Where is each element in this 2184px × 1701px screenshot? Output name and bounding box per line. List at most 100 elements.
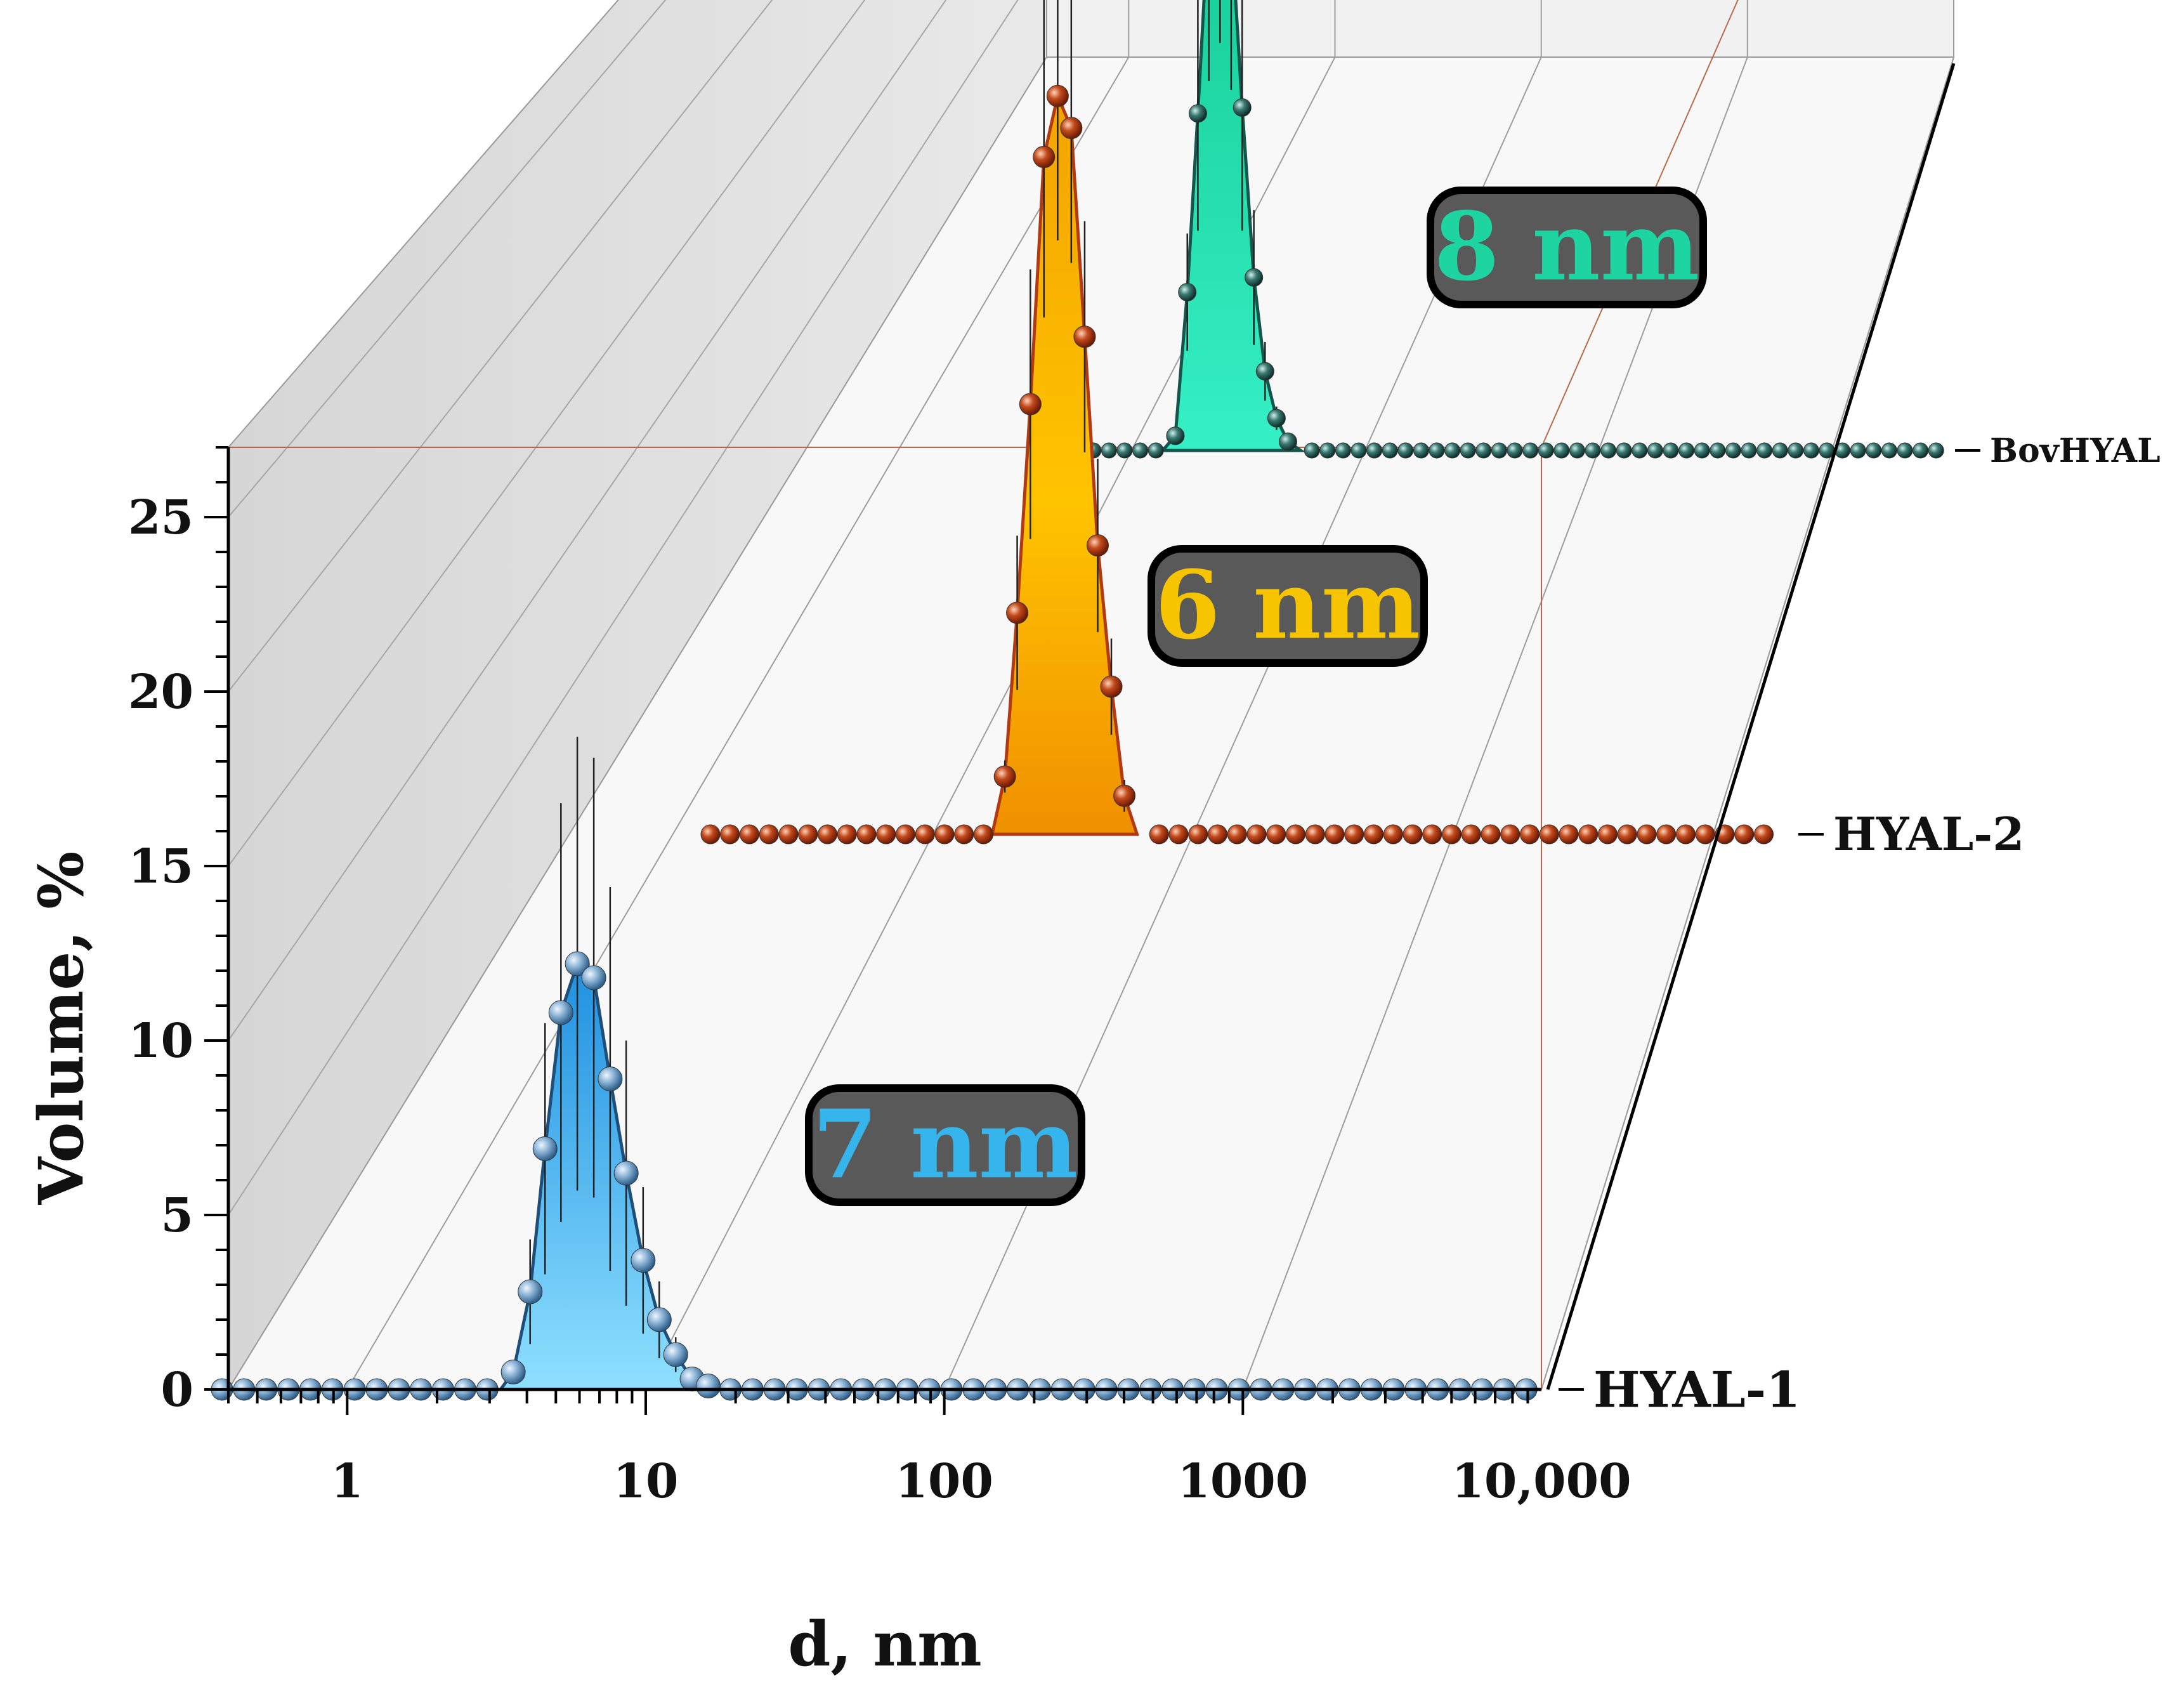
data-point [548, 1000, 573, 1025]
baseline-point [1461, 824, 1481, 844]
data-point [1073, 325, 1096, 348]
y-tick-label: 25 [128, 490, 193, 545]
series-layer: BovHYAL 8 nm HYAL-2 6 nm HYAL-1 7 nm [211, 0, 2161, 1419]
baseline-point [1553, 442, 1570, 459]
baseline-point [1913, 442, 1929, 459]
annotation-badge [1148, 545, 1428, 667]
baseline-point [1397, 442, 1414, 459]
baseline-point [1500, 824, 1520, 844]
data-point [1188, 104, 1207, 123]
x-tick-label: 1 [331, 1454, 364, 1509]
data-point [1278, 432, 1297, 451]
baseline-point [1507, 442, 1523, 459]
axis-labels: Volume, % d, nm [25, 851, 982, 1680]
baseline-point [1617, 824, 1637, 844]
data-point [1060, 117, 1083, 140]
baseline-point [1460, 442, 1476, 459]
baseline-point [1227, 824, 1247, 844]
annotation-text: 8 nm [1434, 191, 1700, 301]
x-tick-label: 1000 [1177, 1454, 1308, 1509]
baseline-point [1559, 824, 1579, 844]
baseline-point [759, 824, 779, 844]
baseline-point [1631, 442, 1648, 459]
series-hyal-2: HYAL-2 6 nm [700, 0, 2024, 861]
baseline-point [876, 824, 896, 844]
data-point [581, 965, 606, 990]
baseline-point [1647, 442, 1663, 459]
baseline-point [1676, 824, 1696, 844]
baseline-point [1350, 442, 1367, 459]
baseline-point [1756, 442, 1773, 459]
data-point [1255, 362, 1274, 381]
baseline-point [1741, 442, 1757, 459]
baseline-point [1208, 824, 1227, 844]
baseline-point [1429, 442, 1445, 459]
data-point [1267, 409, 1286, 428]
data-point [500, 1360, 526, 1384]
data-point [696, 1374, 721, 1398]
baseline-point [1366, 442, 1383, 459]
baseline-point [1637, 824, 1657, 844]
data-point [598, 1067, 623, 1091]
baseline-point [1246, 824, 1267, 844]
baseline-point [1413, 442, 1429, 459]
baseline-point [1850, 442, 1866, 459]
depth-axis-line [1546, 63, 1956, 1390]
floor-grid-line [346, 56, 1130, 1390]
baseline-point [1132, 442, 1149, 459]
annotation-badge [1427, 187, 1707, 308]
baseline-point [1897, 442, 1913, 459]
baseline-point [1803, 442, 1819, 459]
baseline-point [1578, 824, 1599, 844]
baseline-point [1663, 442, 1679, 459]
baseline-point [1444, 442, 1461, 459]
x-axis-title: d, nm [788, 1608, 981, 1680]
data-point [532, 1136, 558, 1161]
data-point [1100, 675, 1123, 698]
baseline-point [1928, 442, 1944, 459]
baseline-point [1188, 824, 1208, 844]
baseline-point [1475, 442, 1492, 459]
baseline-point [1616, 442, 1632, 459]
baseline-point [1694, 442, 1710, 459]
baseline-point [1481, 824, 1501, 844]
side-grid-line [228, 0, 866, 867]
baseline-point [1491, 442, 1507, 459]
baseline-point [1656, 824, 1677, 844]
baseline-point [818, 824, 837, 844]
baseline-point [1710, 442, 1726, 459]
baseline-point [1305, 824, 1325, 844]
y-tick-label: 20 [128, 665, 193, 719]
y-axis-title: Volume, % [25, 851, 97, 1205]
baseline-point [1116, 442, 1133, 459]
data-point [1019, 393, 1042, 416]
baseline-point [837, 824, 857, 844]
data-point [1245, 268, 1264, 287]
baseline-point [1520, 824, 1540, 844]
baseline-point [1772, 442, 1788, 459]
data-point [518, 1279, 543, 1304]
baseline-point [1569, 442, 1585, 459]
x-tick-label: 10 [613, 1454, 678, 1509]
baseline-point [778, 824, 799, 844]
data-point [565, 951, 590, 976]
data-point [1113, 784, 1136, 807]
baseline-point [1881, 442, 1897, 459]
series-label: HYAL-2 [1833, 807, 2024, 861]
data-point [993, 765, 1016, 788]
baseline-point [954, 824, 974, 844]
x-tick-label: 100 [895, 1454, 993, 1509]
baseline-point [1734, 824, 1755, 844]
baseline-point [1538, 442, 1554, 459]
back-wall [1046, 0, 1954, 58]
annotation-text: 7 nm [813, 1089, 1078, 1199]
baseline-point [1364, 824, 1383, 844]
data-point [663, 1342, 688, 1367]
baseline-point [720, 824, 740, 844]
data-point [631, 1248, 656, 1273]
baseline-point [974, 824, 993, 844]
baseline-point [1539, 824, 1559, 844]
baseline-point [1866, 442, 1882, 459]
